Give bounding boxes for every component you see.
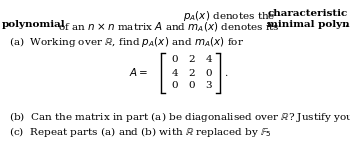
Text: (b)  Can the matrix in part (a) be diagonalised over $\mathbb{R}$? Justify your : (b) Can the matrix in part (a) be diagon… bbox=[9, 110, 350, 124]
Text: 2: 2 bbox=[189, 69, 195, 77]
Text: 0: 0 bbox=[206, 69, 212, 77]
Text: 0: 0 bbox=[172, 82, 178, 90]
Text: 2: 2 bbox=[189, 55, 195, 65]
Text: $p_A(x)$ denotes the: $p_A(x)$ denotes the bbox=[183, 9, 276, 23]
Text: 0: 0 bbox=[189, 82, 195, 90]
Text: 3: 3 bbox=[206, 82, 212, 90]
Text: 0: 0 bbox=[172, 55, 178, 65]
Text: characteristic: characteristic bbox=[268, 9, 348, 18]
Text: minimal polynomial: minimal polynomial bbox=[267, 20, 350, 29]
Text: .: . bbox=[224, 69, 227, 77]
Text: polynomial: polynomial bbox=[2, 20, 66, 29]
Text: .: . bbox=[344, 20, 348, 29]
Text: 4: 4 bbox=[206, 55, 212, 65]
Text: $A =$: $A =$ bbox=[129, 66, 148, 78]
Text: 4: 4 bbox=[172, 69, 178, 77]
Text: (a)  Working over $\mathbb{R}$, find $p_A(x)$ and $m_A(x)$ for: (a) Working over $\mathbb{R}$, find $p_A… bbox=[9, 35, 244, 49]
Text: (c)  Repeat parts (a) and (b) with $\mathbb{R}$ replaced by $\mathbb{F}_5$: (c) Repeat parts (a) and (b) with $\math… bbox=[9, 125, 272, 139]
Text: of an $n \times n$ matrix $A$ and $m_A(x)$ denotes its: of an $n \times n$ matrix $A$ and $m_A(x… bbox=[55, 20, 280, 34]
